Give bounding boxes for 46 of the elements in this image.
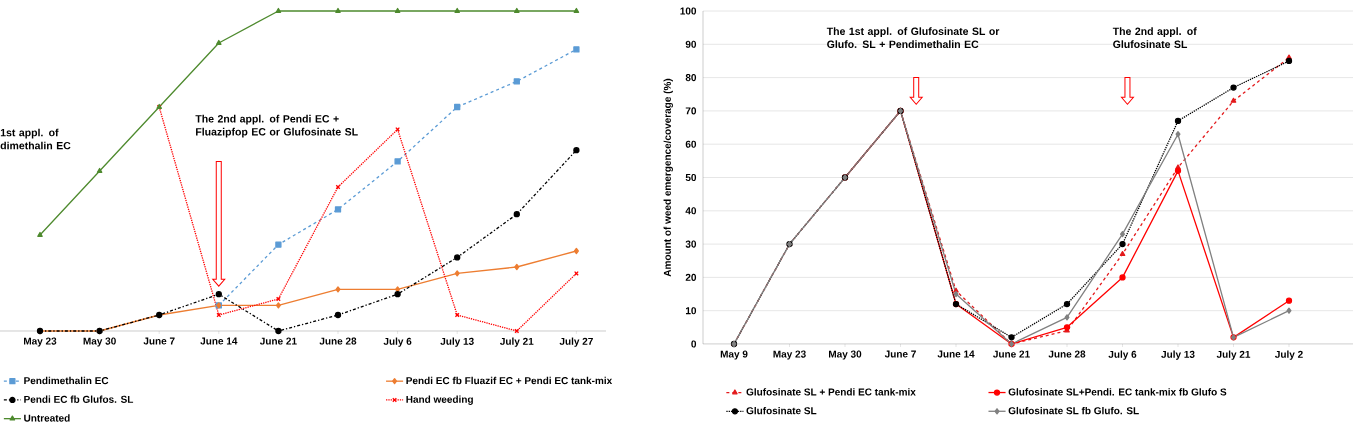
x-tick-label: July 21 bbox=[500, 337, 534, 347]
legend-label: Hand weeding bbox=[406, 395, 473, 405]
annotation: The 2nd appl. of Pendi EC + Fluazipfop EC or Glufosinate SL bbox=[195, 114, 358, 138]
annotation: 1st appl. of dimethalin EC bbox=[0, 128, 71, 150]
x-tick-label: July 27 bbox=[559, 337, 593, 347]
x-tick-label: June 14 bbox=[200, 337, 238, 345]
x-tick-label: June 14 bbox=[937, 350, 975, 358]
y-tick-label: 60 bbox=[685, 140, 697, 148]
x-tick-label: July 13 bbox=[1161, 350, 1195, 360]
legend-label: Glufosinate SL bbox=[746, 406, 817, 415]
y-tick-label: 90 bbox=[685, 40, 697, 48]
x-tick-label: July 6 bbox=[1108, 350, 1137, 360]
legend-label: Pendimethalin EC bbox=[24, 376, 109, 385]
x-tick-label: May 23 bbox=[24, 337, 57, 347]
legend-label: Glufosinate SL + Pendi EC tank-mix bbox=[746, 388, 916, 396]
y-tick-label: 30 bbox=[685, 240, 697, 248]
legend-label: Untreated bbox=[24, 414, 70, 422]
x-tick-label: June 21 bbox=[993, 350, 1030, 358]
x-tick-label: May 23 bbox=[773, 350, 806, 360]
y-tick-label: 40 bbox=[685, 207, 697, 215]
x-tick-label: June 21 bbox=[259, 337, 297, 345]
y-tick-label: 20 bbox=[685, 273, 697, 281]
legend-label: Pendi EC fb Fluazif EC + Pendi EC tank-mix bbox=[406, 376, 613, 385]
x-tick-label: May 30 bbox=[829, 350, 862, 360]
y-tick-label: 70 bbox=[685, 107, 697, 115]
annotation: The 1st appl. of Glufosinate SL or Glufo. SL + Pendimethalin EC bbox=[826, 27, 1000, 48]
y-axis-title: Amount of weed emergence/coverage (%) bbox=[663, 78, 673, 277]
x-tick-label: July 21 bbox=[1216, 350, 1251, 360]
x-tick-label: June 28 bbox=[319, 337, 357, 345]
legend-label: Glufosinate SL fb Glufo. SL bbox=[1008, 406, 1139, 415]
y-tick-label: 100 bbox=[680, 7, 697, 15]
y-tick-label: 10 bbox=[685, 307, 697, 315]
y-tick-label: 0 bbox=[691, 340, 697, 348]
x-tick-label: May 30 bbox=[83, 337, 116, 347]
legend-label: Glufosinate SL+Pendi. EC tank-mix fb Glufo S bbox=[1008, 388, 1227, 396]
x-tick-label: June 7 bbox=[143, 337, 175, 345]
x-tick-label: June 7 bbox=[884, 350, 916, 358]
legend-label: Pendi EC fb Glufos. SL bbox=[24, 395, 134, 403]
y-tick-label: 50 bbox=[685, 173, 697, 182]
y-tick-label: 80 bbox=[685, 74, 697, 82]
x-tick-label: May 9 bbox=[720, 350, 748, 360]
x-tick-label: June 28 bbox=[1048, 350, 1086, 358]
x-tick-label: July 6 bbox=[383, 337, 412, 347]
annotation: The 2nd appl. of Glufosinate SL bbox=[1112, 27, 1197, 48]
x-tick-label: July 13 bbox=[440, 337, 474, 347]
x-tick-label: July 2 bbox=[1274, 350, 1303, 360]
